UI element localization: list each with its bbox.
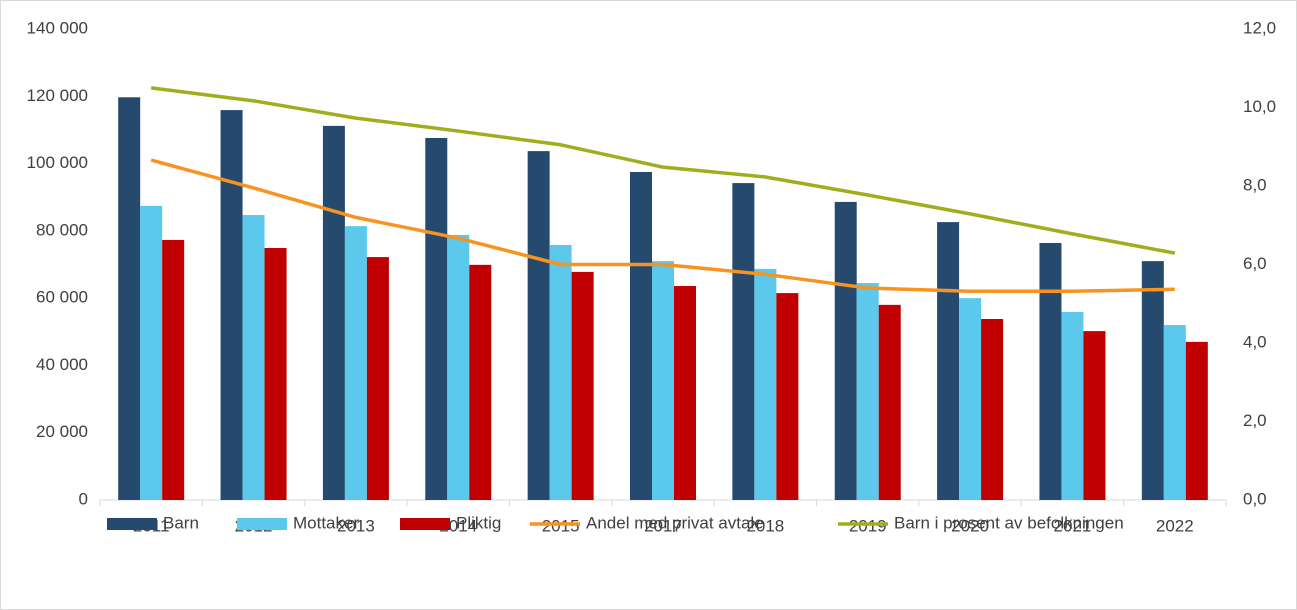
legend-label: Andel med privat avtale bbox=[586, 513, 764, 532]
legend-swatch bbox=[400, 518, 450, 530]
bar bbox=[1039, 242, 1062, 500]
legend-label: Mottaker bbox=[293, 513, 359, 532]
bar bbox=[937, 222, 960, 501]
bar bbox=[366, 257, 389, 500]
bar bbox=[754, 268, 777, 500]
bar bbox=[1141, 261, 1164, 500]
line-series bbox=[150, 86, 1176, 255]
bar bbox=[344, 226, 367, 500]
bar bbox=[1185, 341, 1208, 500]
x-tick-label: 2013 bbox=[337, 516, 375, 535]
bar bbox=[264, 248, 287, 500]
legend-label: Pliktig bbox=[456, 513, 501, 532]
y-tick-label: 0 bbox=[79, 489, 88, 508]
x-tick-label: 2018 bbox=[746, 516, 784, 535]
y2-tick-label: 6,0 bbox=[1243, 254, 1267, 273]
bar bbox=[652, 261, 674, 500]
y-tick-label: 140 000 bbox=[27, 18, 88, 37]
bar bbox=[1061, 311, 1084, 500]
y-tick-label: 20 000 bbox=[36, 422, 88, 441]
y-tick-label: 100 000 bbox=[27, 153, 88, 172]
bar bbox=[571, 271, 594, 500]
bar bbox=[140, 205, 163, 500]
y-tick-label: 120 000 bbox=[27, 86, 88, 105]
y2-tick-label: 2,0 bbox=[1243, 411, 1267, 430]
y2-tick-label: 8,0 bbox=[1243, 175, 1267, 194]
bar bbox=[1163, 325, 1186, 500]
bar bbox=[834, 201, 857, 500]
bar bbox=[425, 138, 448, 500]
x-tick-label: 2020 bbox=[951, 516, 989, 535]
bar bbox=[549, 244, 572, 500]
y-tick-label: 40 000 bbox=[36, 355, 88, 374]
bar bbox=[220, 110, 243, 500]
y-tick-label: 80 000 bbox=[36, 220, 88, 239]
legend-label: Barn i prosent av befolkningen bbox=[894, 513, 1124, 532]
bar bbox=[242, 215, 265, 501]
bar bbox=[630, 171, 652, 500]
bar bbox=[878, 304, 901, 500]
y2-tick-label: 0,0 bbox=[1243, 489, 1267, 508]
bar bbox=[776, 293, 799, 500]
legend-swatch bbox=[107, 518, 157, 530]
x-tick-label: 2015 bbox=[542, 516, 580, 535]
x-tick-label: 2022 bbox=[1156, 516, 1194, 535]
bar bbox=[674, 286, 696, 500]
line-series bbox=[150, 158, 1175, 293]
legend-label: Barn bbox=[163, 513, 199, 532]
bar bbox=[469, 264, 492, 500]
bar bbox=[1083, 331, 1106, 500]
y2-tick-label: 4,0 bbox=[1243, 332, 1267, 351]
bar bbox=[527, 151, 550, 500]
y2-tick-label: 10,0 bbox=[1243, 97, 1276, 116]
y-tick-label: 60 000 bbox=[36, 288, 88, 307]
bar bbox=[162, 239, 185, 500]
bar bbox=[856, 283, 879, 500]
bar bbox=[447, 234, 470, 500]
bar bbox=[732, 183, 755, 500]
bar bbox=[959, 298, 982, 500]
y2-tick-label: 12,0 bbox=[1243, 18, 1276, 37]
bar bbox=[118, 97, 141, 501]
x-tick-label: 2021 bbox=[1054, 516, 1092, 535]
bar bbox=[981, 319, 1004, 500]
x-tick-label: 2019 bbox=[849, 516, 887, 535]
legend-swatch bbox=[237, 518, 287, 530]
x-tick-label: 2017 bbox=[644, 516, 682, 535]
bar bbox=[322, 125, 345, 501]
